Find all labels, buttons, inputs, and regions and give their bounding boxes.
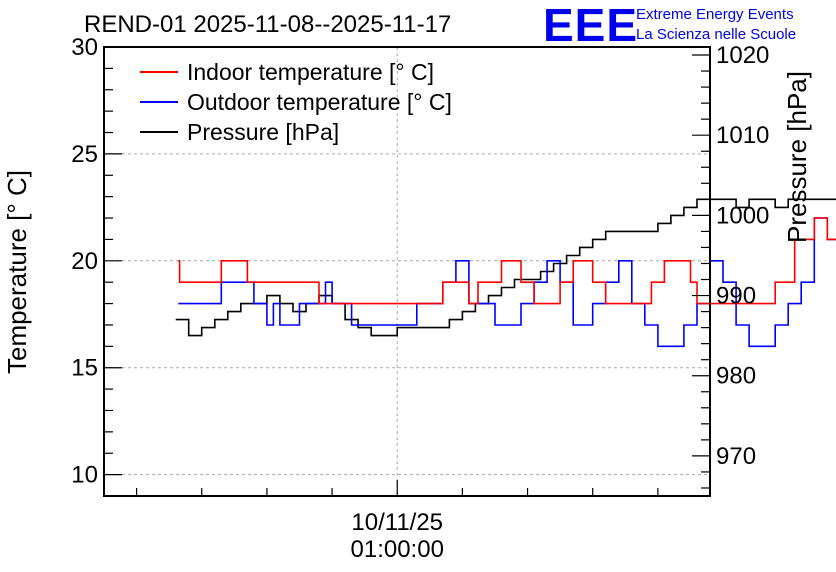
right-tick-label: 980 (716, 363, 756, 390)
x-tick-label-date: 10/11/25 (351, 509, 443, 536)
left-tick-label: 10 (71, 462, 98, 489)
left-axis: 10 15 20 25 30 (71, 34, 122, 496)
left-tick-label: 25 (71, 141, 98, 168)
right-tick-label: 1020 (716, 42, 769, 69)
right-tick-label: 1000 (716, 202, 769, 229)
legend-label: Pressure [hPa] (187, 119, 339, 145)
legend: Indoor temperature [° C] Outdoor temperat… (140, 59, 452, 145)
left-tick-label: 20 (71, 248, 98, 275)
x-tick-label-time: 01:00:00 (351, 536, 444, 563)
brand-line-1: Extreme Energy Events (636, 6, 794, 23)
legend-label: Outdoor temperature [° C] (187, 89, 452, 115)
right-axis: 970 980 990 1000 1010 1020 (692, 42, 769, 488)
eee-logo-mark: EEE (543, 0, 638, 51)
legend-label: Indoor temperature [° C] (187, 59, 434, 85)
right-tick-label: 990 (716, 283, 756, 310)
right-axis-title: Pressure [hPa] (782, 71, 812, 243)
left-tick-label: 15 (71, 355, 98, 382)
chart-title: REND-01 2025-11-08--2025-11-17 (84, 11, 451, 38)
right-tick-label: 970 (716, 443, 756, 470)
right-tick-label: 1010 (716, 122, 769, 149)
left-tick-label: 30 (71, 34, 98, 61)
left-axis-title: Temperature [° C] (2, 170, 32, 374)
brand-line-2: La Scienza nelle Scuole (636, 26, 796, 43)
environment-chart: REND-01 2025-11-08--2025-11-17 EEE Extre… (0, 0, 836, 572)
